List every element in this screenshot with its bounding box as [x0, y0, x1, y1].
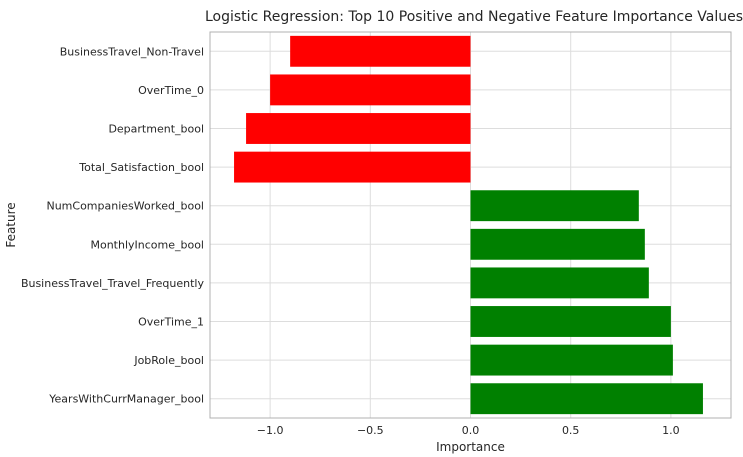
- y-tick-label: OverTime_0: [138, 84, 204, 97]
- bar-overtime-1: [470, 306, 671, 337]
- bar-yearswithcurrmanager-bool: [470, 383, 703, 415]
- bars-layer: [234, 35, 703, 415]
- y-tick-labels: BusinessTravel_Non-Travel OverTime_0 Depar…: [21, 45, 205, 405]
- bar-total-satisfaction-bool: [234, 151, 471, 183]
- y-tick-label: BusinessTravel_Non-Travel: [60, 45, 204, 58]
- plot-frame: [209, 31, 732, 419]
- x-tick-label: −0.5: [357, 424, 384, 437]
- bar-overtime-0: [270, 74, 471, 106]
- y-tick-label: MonthlyIncome_bool: [90, 238, 204, 251]
- x-axis-label: Importance: [436, 440, 505, 454]
- y-axis-label: Feature: [4, 202, 18, 247]
- x-tick-label: 0.5: [562, 424, 580, 437]
- x-tick-labels: −1.0 −0.5 0.0 0.5 1.0: [257, 424, 680, 437]
- bar-monthlyincome-bool: [470, 228, 645, 260]
- bar-businesstravel-travel-frequently: [470, 267, 649, 299]
- y-tick-label: JobRole_bool: [133, 354, 204, 367]
- x-tick-label: 1.0: [662, 424, 680, 437]
- bar-jobrole-bool: [470, 344, 673, 376]
- x-tick-label: −1.0: [257, 424, 284, 437]
- y-tick-label: Total_Satisfaction_bool: [78, 161, 204, 174]
- bar-numcompaniesworked-bool: [470, 190, 639, 222]
- chart-title: Logistic Regression: Top 10 Positive and…: [205, 9, 743, 25]
- y-tick-label: NumCompaniesWorked_bool: [46, 200, 204, 213]
- y-tick-label: BusinessTravel_Travel_Frequently: [21, 277, 205, 290]
- x-tick-label: 0.0: [462, 424, 480, 437]
- y-tick-label: OverTime_1: [138, 316, 204, 329]
- y-tick-label: Department_bool: [108, 123, 204, 136]
- y-tick-label: YearsWithCurrManager_bool: [48, 393, 204, 406]
- bar-department-bool: [246, 113, 471, 144]
- bar-businesstravel-non-travel: [290, 35, 471, 67]
